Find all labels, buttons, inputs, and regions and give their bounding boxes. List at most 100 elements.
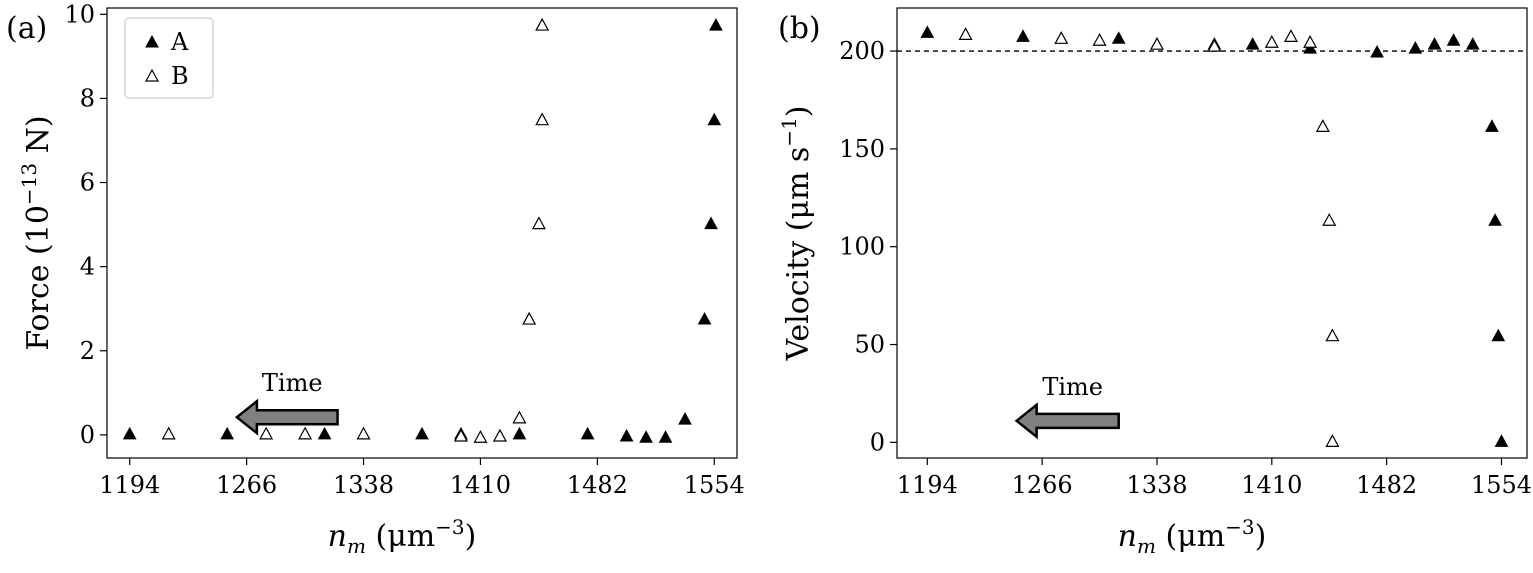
y-tick-label: 50: [854, 331, 885, 359]
data-point-series-a: [1370, 44, 1384, 58]
panel-a-tag: (a): [6, 11, 47, 46]
data-point-series-b: [1325, 434, 1340, 447]
y-tick-label: 2: [80, 337, 95, 365]
data-point-series-a: [1016, 29, 1030, 42]
left-arrow-icon: [1014, 402, 1120, 440]
x-tick-label: 1482: [567, 471, 628, 499]
data-point-series-b: [531, 216, 546, 230]
y-tick-label: 100: [839, 233, 885, 261]
panel-b-x-axis-label: nm (μm−3): [1118, 515, 1267, 558]
data-point-series-b: [1303, 34, 1318, 48]
y-tick-label: 10: [64, 0, 95, 28]
panel-a-time-arrow: [234, 398, 339, 436]
data-point-series-a: [658, 430, 673, 443]
data-point-series-a: [1485, 119, 1499, 132]
data-point-series-b: [161, 426, 176, 440]
data-point-series-a: [639, 430, 653, 443]
data-point-series-a: [1491, 328, 1506, 342]
x-tick-label: 1410: [1241, 471, 1302, 499]
data-point-series-a: [1488, 213, 1502, 226]
data-point-series-b: [1322, 213, 1337, 226]
panel-a-time-label: Time: [262, 369, 323, 397]
data-point-series-b: [512, 410, 527, 424]
data-point-series-b: [1315, 119, 1330, 132]
data-point-series-a: [619, 428, 634, 442]
panel-b-time-arrow: [1014, 402, 1120, 440]
panel-b-time-label: Time: [1042, 373, 1103, 401]
y-tick-label: 200: [839, 37, 885, 65]
panel-a-x-ticks: 1194 1266 1338 1410 1482 1554: [99, 458, 745, 499]
data-point-series-a: [512, 426, 527, 440]
panel-b-axes-frame: [896, 7, 1528, 459]
data-point-series-b: [1092, 33, 1107, 46]
data-point-series-b: [298, 426, 313, 440]
x-tick-label: 1554: [1471, 471, 1532, 499]
x-tick-label: 1482: [1356, 471, 1417, 499]
data-point-series-a: [580, 426, 595, 440]
y-tick-label: 4: [80, 253, 95, 281]
x-tick-label: 1554: [684, 471, 745, 499]
data-point-series-a: [220, 426, 234, 440]
data-point-series-a: [920, 25, 935, 38]
data-point-series-b: [492, 428, 507, 442]
legend-label-a: A: [170, 28, 189, 56]
panel-b-x-ticks: 1194 1266 1338 1410 1482 1554: [897, 458, 1532, 499]
legend-marker-b: [144, 68, 160, 82]
data-point-series-a: [122, 426, 137, 440]
legend-label-b: B: [171, 62, 189, 90]
data-point-series-b: [453, 428, 468, 442]
y-tick-label: 0: [80, 421, 95, 449]
data-point-series-a: [1111, 31, 1126, 44]
x-tick-label: 1266: [1012, 471, 1073, 499]
left-arrow-icon: [234, 398, 339, 436]
panel-b: 1194 1266 1338 1410 1482 1554 0 50 100 150 200 Ti…: [777, 7, 1532, 558]
y-tick-label: 6: [80, 169, 95, 197]
data-point-series-a: [1427, 37, 1442, 50]
data-point-series-a: [1446, 33, 1461, 46]
x-tick-label: 1266: [216, 471, 277, 499]
data-point-series-a: [707, 112, 722, 126]
data-point-series-a: [709, 18, 723, 31]
panel-a: 1194 1266 1338 1410 1482 1554 0 2 4 6 8 10 Time A …: [6, 0, 745, 558]
panel-a-x-axis-label: nm (μm−3): [328, 515, 477, 558]
x-tick-label: 1338: [1126, 471, 1187, 499]
panel-b-tag: (b): [778, 11, 821, 46]
legend-marker-a: [145, 34, 159, 48]
y-tick-label: 150: [839, 135, 885, 163]
data-point-series-b: [259, 426, 274, 440]
y-tick-label: 0: [870, 428, 885, 456]
data-point-series-b: [1264, 34, 1279, 48]
panel-b-points: [920, 25, 1509, 447]
x-tick-label: 1338: [333, 471, 394, 499]
panel-a-y-axis-label: Force (10−13 N): [17, 115, 56, 350]
data-point-series-a: [415, 426, 429, 440]
data-point-series-a: [697, 312, 712, 325]
panel-a-points: [122, 17, 723, 443]
data-point-series-b: [535, 112, 550, 126]
data-point-series-b: [1325, 328, 1340, 342]
data-point-series-a: [317, 426, 332, 440]
data-point-series-b: [535, 17, 550, 31]
panel-b-y-axis-label: Velocity (μm s−1): [777, 105, 816, 361]
panel-a-y-ticks: 0 2 4 6 8 10: [64, 0, 107, 449]
x-tick-label: 1194: [897, 471, 958, 499]
y-tick-label: 8: [80, 84, 95, 112]
data-point-series-a: [704, 216, 718, 230]
data-point-series-a: [1494, 434, 1509, 447]
data-point-series-a: [1465, 37, 1480, 50]
data-point-series-b: [522, 311, 537, 325]
x-tick-label: 1194: [99, 471, 160, 499]
data-point-series-b: [1149, 36, 1164, 50]
x-tick-label: 1410: [450, 471, 511, 499]
data-point-series-b: [1207, 38, 1222, 52]
data-point-series-a: [1245, 37, 1260, 50]
data-point-series-a: [678, 412, 692, 425]
data-point-series-b: [356, 426, 371, 440]
legend-box: [124, 17, 214, 99]
data-point-series-b: [1054, 31, 1069, 44]
panel-b-y-ticks: 0 50 100 150 200: [839, 37, 897, 456]
panel-a-axes-frame: [106, 7, 738, 459]
data-point-series-b: [958, 27, 973, 40]
legend: A B: [124, 17, 214, 99]
